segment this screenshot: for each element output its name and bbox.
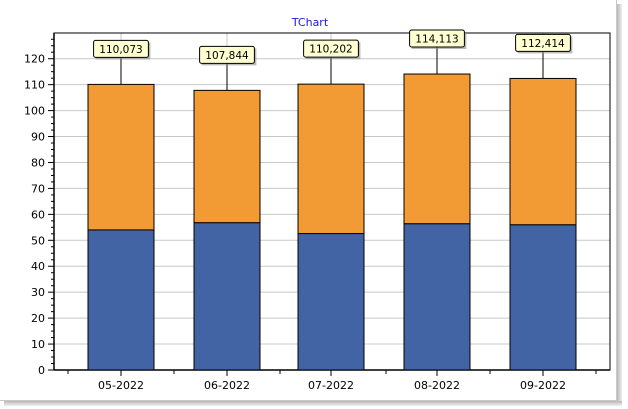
mark-label-2: 110,202	[309, 44, 352, 56]
mark-label-1: 107,844	[205, 50, 249, 62]
chart-title: TChart	[291, 16, 329, 29]
x-axis-ticks: 05-2022 06-2022 07-2022 08-2022 09-2022	[67, 370, 597, 392]
bar-series-1-08-2022	[403, 223, 471, 371]
mark-box-3	[409, 29, 465, 48]
y-tick-label-30: 30	[31, 286, 45, 299]
y-tick-label-20: 20	[31, 312, 45, 325]
y-tick-label-50: 50	[31, 234, 45, 247]
y-tick-label-90: 90	[31, 131, 45, 144]
frame-shadow-bottom	[4, 401, 622, 406]
bar-series-1-09-2022	[509, 224, 577, 371]
bar-series-2-05-2022	[87, 83, 155, 231]
x-tick-label-05-2022: 05-2022	[98, 379, 144, 392]
mark-label-4: 112,414	[521, 38, 565, 50]
y-tick-label-100: 100	[24, 105, 45, 118]
bar-series-2-07-2022	[297, 83, 365, 235]
bar-series-2-06-2022	[193, 89, 261, 224]
y-tick-label-40: 40	[31, 260, 45, 273]
bars	[87, 73, 577, 371]
x-tick-label-08-2022: 08-2022	[414, 379, 460, 392]
bar-series-1-05-2022	[87, 229, 155, 371]
bar-series-2-09-2022	[509, 77, 577, 226]
y-tick-label-0: 0	[38, 364, 45, 377]
mark-box-0	[93, 39, 149, 58]
x-tick-label-07-2022: 07-2022	[308, 379, 354, 392]
mark-label-3: 114,113	[415, 34, 458, 46]
bar-series-1-06-2022	[193, 222, 261, 371]
mark-box-4	[515, 33, 571, 52]
y-tick-label-10: 10	[31, 338, 45, 351]
mark-label-0: 110,073	[99, 44, 142, 56]
y-tick-label-60: 60	[31, 208, 45, 221]
y-axis-ticks: 0 10 20 30 40 50 60 70 80 90 100 110 120	[24, 38, 54, 377]
bar-series-2-08-2022	[403, 73, 471, 225]
value-marks: 110,073 107,844 110,202 114,113 112,414	[93, 29, 573, 91]
mark-box-2	[303, 39, 359, 58]
bar-series-1-07-2022	[297, 233, 365, 371]
x-tick-label-06-2022: 06-2022	[204, 379, 250, 392]
y-tick-label-110: 110	[24, 79, 45, 92]
y-tick-label-80: 80	[31, 156, 45, 169]
mark-box-1	[199, 45, 255, 64]
y-tick-label-70: 70	[31, 182, 45, 195]
frame-shadow-right	[617, 4, 622, 405]
x-tick-label-09-2022: 09-2022	[520, 379, 566, 392]
y-tick-label-120: 120	[24, 53, 45, 66]
